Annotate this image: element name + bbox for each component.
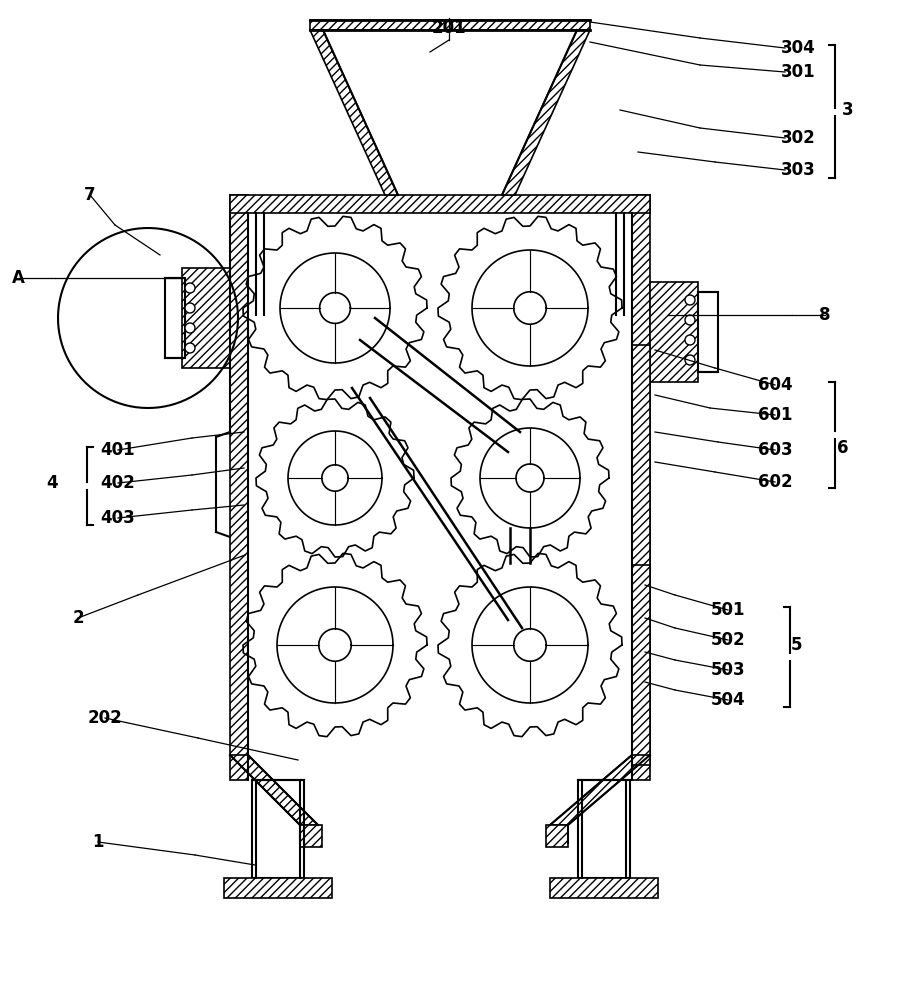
Circle shape — [685, 335, 695, 345]
Bar — [224, 878, 332, 898]
Text: 403: 403 — [101, 509, 136, 527]
Text: 303: 303 — [780, 161, 815, 179]
Text: 5: 5 — [790, 636, 802, 654]
Text: 8: 8 — [819, 306, 831, 324]
Polygon shape — [546, 825, 568, 847]
Bar — [310, 20, 590, 30]
Text: 602: 602 — [758, 473, 792, 491]
Text: 2: 2 — [72, 609, 84, 627]
Polygon shape — [550, 755, 650, 825]
Bar — [698, 292, 718, 372]
Text: 601: 601 — [758, 406, 792, 424]
Bar — [632, 565, 650, 755]
Bar — [230, 195, 650, 213]
Bar — [578, 780, 630, 878]
Polygon shape — [230, 755, 318, 825]
Text: A: A — [12, 269, 24, 287]
Circle shape — [185, 303, 195, 313]
Bar — [230, 195, 248, 780]
Text: 201: 201 — [432, 19, 467, 37]
Text: 304: 304 — [780, 39, 815, 57]
Text: 302: 302 — [780, 129, 815, 147]
Text: 1: 1 — [93, 833, 103, 851]
Text: 504: 504 — [711, 691, 745, 709]
Bar — [165, 278, 185, 358]
Text: 301: 301 — [780, 63, 815, 81]
Polygon shape — [502, 30, 590, 195]
Text: 501: 501 — [711, 601, 745, 619]
Text: 502: 502 — [711, 631, 745, 649]
Text: 202: 202 — [87, 709, 122, 727]
Text: 503: 503 — [711, 661, 745, 679]
Text: 7: 7 — [85, 186, 96, 204]
Circle shape — [185, 343, 195, 353]
Bar — [632, 345, 650, 765]
Bar — [252, 780, 304, 878]
Text: 6: 6 — [837, 439, 849, 457]
Circle shape — [685, 295, 695, 305]
Polygon shape — [310, 30, 398, 195]
Bar — [182, 268, 230, 368]
Text: 603: 603 — [758, 441, 792, 459]
Circle shape — [185, 283, 195, 293]
Circle shape — [685, 355, 695, 365]
Text: 4: 4 — [46, 474, 58, 492]
Circle shape — [185, 323, 195, 333]
Polygon shape — [300, 825, 322, 847]
Circle shape — [685, 315, 695, 325]
Text: 604: 604 — [758, 376, 792, 394]
Bar — [650, 282, 698, 382]
Text: 3: 3 — [842, 101, 854, 119]
Bar — [550, 878, 658, 898]
Text: 401: 401 — [101, 441, 136, 459]
Bar — [632, 195, 650, 780]
Text: 402: 402 — [101, 474, 136, 492]
